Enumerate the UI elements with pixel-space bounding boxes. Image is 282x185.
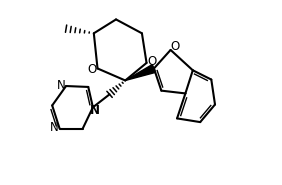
Text: N: N	[90, 105, 100, 117]
Polygon shape	[125, 65, 156, 80]
Text: O: O	[147, 55, 157, 68]
Text: O: O	[87, 63, 97, 76]
Text: N: N	[50, 121, 58, 134]
Text: N: N	[56, 79, 65, 92]
Text: O: O	[171, 40, 180, 53]
